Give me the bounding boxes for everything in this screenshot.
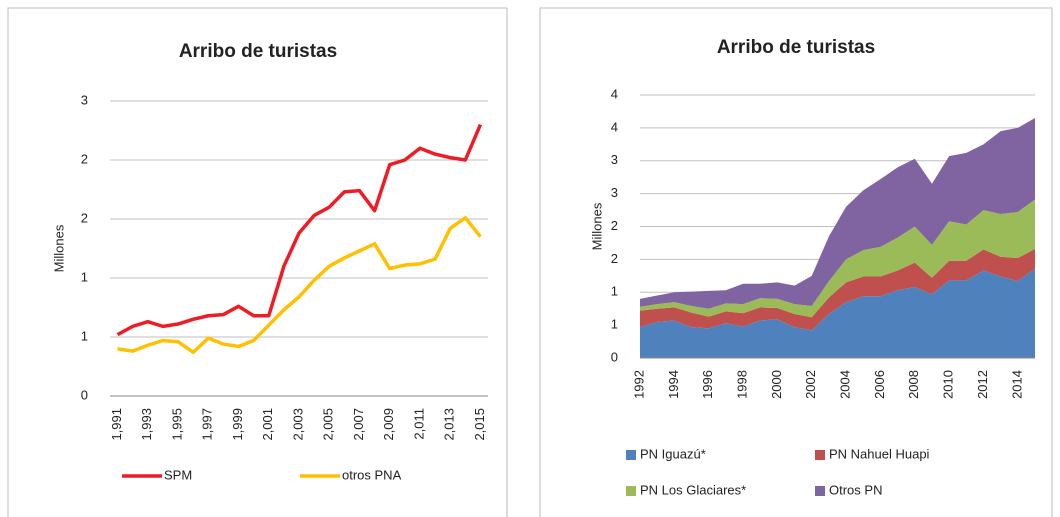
legend-label: otros PNA [342, 467, 402, 482]
x-tick-label: 2,015 [472, 408, 487, 441]
y-tick-label: 3 [81, 92, 88, 107]
x-tick-label: 1,997 [200, 408, 215, 441]
legend-swatch [815, 486, 825, 496]
legend-label: SPM [164, 467, 192, 482]
x-tick-label: 1994 [666, 370, 681, 399]
x-tick-label: 2,001 [260, 408, 275, 441]
x-tick-label: 1992 [631, 370, 646, 399]
y-tick-label: 4 [611, 119, 618, 134]
x-tick-label: 2,011 [411, 408, 426, 440]
x-tick-label: 2,013 [442, 408, 457, 441]
y-tick-label: 3 [611, 185, 618, 200]
x-tick-label: 1,995 [169, 408, 184, 441]
y-tick-label: 2 [611, 251, 618, 266]
legend-label: PN Los Glaciares* [640, 482, 746, 497]
area [640, 268, 1035, 358]
x-tick-label: 2,009 [381, 408, 396, 441]
y-tick-label: 1 [81, 328, 88, 343]
x-tick-label: 1998 [734, 370, 749, 399]
y-tick-label: 0 [611, 349, 618, 364]
legend-label: Otros PN [829, 482, 882, 497]
y-tick-label: 2 [81, 210, 88, 225]
x-tick-label: 2008 [906, 370, 921, 399]
chart-title: Arribo de turistas [179, 41, 337, 62]
area [640, 118, 1035, 309]
y-tick-label: 1 [611, 317, 618, 332]
y-tick-label: 0 [81, 387, 88, 402]
legend-label: PN Nahuel Huapi [829, 446, 930, 461]
y-tick-label: 1 [611, 284, 618, 299]
y-axis-label: Millones [51, 224, 66, 272]
y-tick-label: 2 [611, 218, 618, 233]
y-tick-label: 3 [611, 152, 618, 167]
x-tick-label: 2002 [803, 370, 818, 399]
line [116, 123, 483, 337]
x-tick-label: 1,999 [230, 408, 245, 441]
area [640, 199, 1035, 318]
area [640, 248, 1035, 331]
x-tick-label: 2010 [941, 370, 956, 399]
legend-swatch [815, 450, 825, 460]
panel-frame [7, 7, 508, 517]
x-tick-label: 2006 [872, 370, 887, 399]
y-tick-label: 4 [611, 86, 618, 101]
legend-label: PN Iguazú* [640, 446, 706, 461]
x-tick-label: 2014 [1009, 370, 1024, 399]
x-tick-label: 1,991 [109, 408, 124, 441]
y-axis-label: Millones [589, 202, 604, 250]
chart-title: Arribo de turistas [717, 37, 875, 58]
y-tick-label: 1 [81, 269, 88, 284]
x-tick-label: 2,005 [321, 408, 336, 441]
legend-swatch [626, 450, 636, 460]
x-tick-label: 2012 [975, 370, 990, 399]
y-tick-label: 2 [81, 151, 88, 166]
legend-swatch [626, 486, 636, 496]
x-tick-label: 1996 [700, 370, 715, 399]
x-tick-label: 2,007 [351, 408, 366, 441]
x-tick-label: 2004 [838, 370, 853, 399]
line [117, 216, 482, 355]
x-tick-label: 1,993 [139, 408, 154, 441]
x-tick-label: 2,003 [290, 408, 305, 441]
x-tick-label: 2000 [769, 370, 784, 399]
